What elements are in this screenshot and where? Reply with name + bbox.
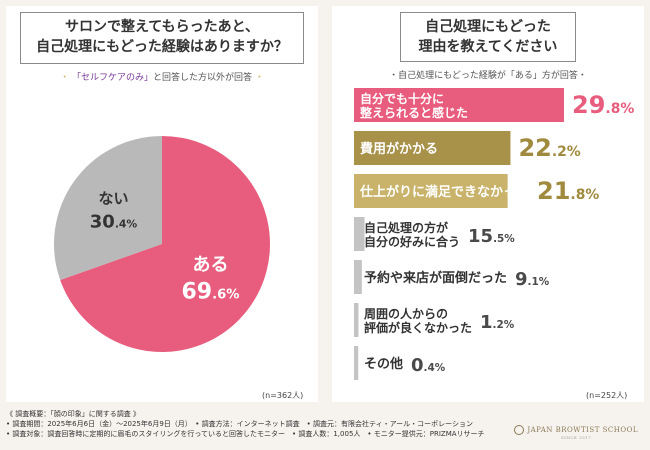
brand-name: JAPAN BROWTIST SCHOOL	[527, 426, 638, 434]
pie-slice-value-0: 69.6%	[181, 279, 239, 304]
bar-value-0: 29.8%	[572, 91, 634, 119]
right-subtitle: ・自己処理にもどった経験が「ある」方が回答・	[389, 71, 587, 81]
bar-label-2: 仕上がりに満足できなかった	[359, 184, 529, 200]
left-subtitle-rest: と回答した方以外が回答	[153, 73, 253, 83]
left-title-box: サロンで整えてもらったあと、 自己処理にもどった経験はありますか？	[20, 12, 304, 64]
left-subtitle: ・ 「セルフケアのみ」と回答した方以外が回答 ・	[20, 70, 304, 83]
bar-3	[354, 217, 365, 251]
bar-chart: 自分でも十分に整えられると感じた 29.8% 費用がかかる 22.2% 仕上がりに満足で…	[354, 88, 634, 380]
bar-2	[354, 174, 508, 208]
bar-value-2: 21.8%	[537, 177, 599, 205]
bar-0	[354, 88, 564, 122]
survey-footer: 《 調査概要：「顔の印象」に関する調査 》 • 調査期間：2025年6月6日（金…	[6, 409, 485, 439]
pie-slice-1	[53, 136, 162, 280]
bar-5	[354, 303, 359, 337]
footer-line3: • 調査対象：調査回答時に定期的に眉毛のスタイリングを行っていると回答したモニタ…	[6, 430, 485, 438]
brand-logo: JAPAN BROWTIST SCHOOL SINCE 2017	[514, 425, 638, 440]
brand-crest-icon	[514, 425, 525, 435]
right-n-label: (n=252人)	[586, 391, 628, 400]
footer-line2: • 調査期間：2025年6月6日（金）〜2025年6月9日（月） • 調査方法：…	[6, 420, 474, 428]
bar-label-5: 周囲の人からの評価が良くなかった	[364, 306, 472, 335]
brand-sub: SINCE 2017	[561, 435, 592, 440]
left-n-label: (n=362人)	[262, 391, 304, 400]
bar-label-6: その他	[364, 356, 403, 372]
pie-slice-label-1: ない	[99, 190, 129, 208]
pie-chart: ある 69.6% ない 30.4%	[53, 136, 271, 352]
bar-4	[354, 260, 362, 294]
bar-label-4: 予約や来店が面倒だった	[364, 270, 507, 286]
pie-slice-0	[60, 136, 271, 352]
right-title-line1: 自己処理にもどった	[425, 19, 551, 35]
bar-label-1: 費用がかかる	[360, 141, 438, 157]
right-title-line2: 理由を教えてください	[418, 39, 558, 55]
left-subtitle-dot-a: ・	[60, 73, 70, 83]
left-subtitle-dot-b: ・	[254, 73, 264, 83]
bar-value-6: 0.4%	[411, 355, 446, 376]
bar-value-3: 15.5%	[468, 226, 515, 247]
bar-value-1: 22.2%	[518, 134, 580, 162]
pie-slice-value-1: 30.4%	[90, 212, 138, 233]
bar-label-3: 自己処理の方が自分の好みに合う	[364, 220, 460, 249]
left-title-line2: 自己処理にもどった経験はありますか？	[36, 39, 288, 55]
footer-line1: 《 調査概要：「顔の印象」に関する調査 》	[6, 410, 140, 418]
pie-slice-label-0: ある	[192, 254, 228, 275]
bar-value-4: 9.1%	[515, 269, 550, 290]
bar-6	[354, 346, 359, 380]
left-title-line1: サロンで整えてもらったあと、	[64, 19, 260, 35]
bar-label-0: 自分でも十分に整えられると感じた	[359, 91, 468, 120]
left-subtitle-highlight: 「セルフケアのみ」	[71, 73, 153, 83]
bar-1	[354, 131, 511, 165]
bar-value-5: 1.2%	[480, 312, 515, 333]
right-title-box: 自己処理にもどった 理由を教えてください	[400, 12, 576, 62]
